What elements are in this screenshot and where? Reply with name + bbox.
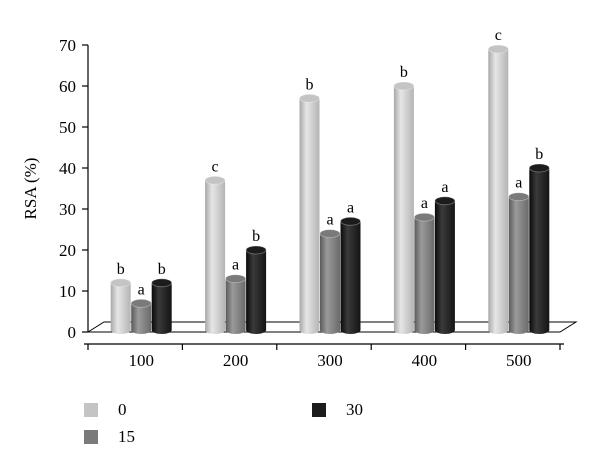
bar-group [110, 44, 550, 334]
bar-cap [151, 278, 173, 288]
significance-label: c [212, 158, 219, 175]
bar-body [151, 282, 172, 334]
bar-body [131, 303, 152, 334]
bar-15-500 [508, 192, 530, 334]
legend-swatch-0 [84, 403, 98, 417]
significance-label: b [306, 76, 314, 93]
bar-cap [225, 274, 247, 284]
bar-0-300 [299, 93, 320, 334]
bar-cap [204, 175, 226, 185]
bar-body [488, 49, 509, 334]
x-tick-label: 100 [128, 351, 154, 370]
bar-body [340, 221, 361, 334]
x-tick-label: 500 [506, 351, 532, 370]
significance-label: a [441, 179, 448, 196]
y-tick-label: 70 [59, 36, 76, 55]
bar-body [225, 278, 246, 334]
bar-body [434, 200, 455, 334]
y-tick-label: 60 [59, 77, 76, 96]
y-tick-label: 30 [59, 200, 76, 219]
bar-30-500 [528, 163, 550, 334]
bar-0-400 [393, 81, 415, 334]
bar-0-200 [204, 175, 226, 334]
bar-body [393, 86, 414, 334]
bar-0-100 [110, 278, 132, 334]
bar-cap [110, 278, 132, 288]
x-tick-label: 200 [223, 351, 249, 370]
y-tick-label: 10 [59, 282, 76, 301]
legend-label-2: 30 [346, 400, 363, 419]
bar-15-200 [225, 274, 247, 334]
significance-label: c [495, 27, 502, 44]
bar-30-100 [151, 278, 173, 334]
significance-label: b [158, 261, 166, 278]
significance-label: a [232, 257, 239, 274]
bar-cap [299, 93, 320, 103]
bar-0-500 [487, 44, 509, 334]
bar-cap [413, 212, 435, 222]
bar-cap [528, 163, 550, 173]
significance-label: b [117, 261, 125, 278]
bar-cap [393, 81, 415, 91]
significance-label: a [138, 281, 145, 298]
bar-15-100 [130, 298, 152, 334]
bar-body [320, 233, 340, 334]
labels: 0 10 20 30 40 50 60 70 RSA (%) 100 200 300 400 500 b c b… [21, 27, 543, 370]
significance-label: b [535, 146, 543, 163]
legend-item-2: 30 [312, 400, 363, 420]
bar-cap [340, 216, 361, 226]
y-tick-label: 50 [59, 118, 76, 137]
x-tick-label: 300 [317, 351, 343, 370]
legend-label-0: 0 [118, 400, 127, 419]
bar-30-400 [434, 196, 456, 334]
bar-cap [130, 298, 152, 308]
y-tick-label: 0 [68, 323, 77, 342]
legend-swatch-1 [84, 430, 98, 444]
significance-label: a [347, 199, 354, 216]
bar-cap [434, 196, 456, 206]
bar-cap [319, 229, 341, 239]
bar-body [529, 168, 550, 334]
bar-30-200 [245, 245, 267, 334]
bar-body [508, 196, 529, 334]
y-tick-label: 20 [59, 241, 76, 260]
significance-label: a [515, 175, 522, 192]
bar-body [246, 250, 267, 334]
y-tick-label: 40 [59, 159, 76, 178]
bar-body [110, 282, 131, 334]
significance-label: a [421, 195, 428, 212]
legend-label-1: 15 [118, 427, 135, 446]
legend-item-0: 0 [84, 400, 127, 420]
bar-body [414, 217, 435, 334]
x-tick-label: 400 [412, 351, 438, 370]
bar-body [299, 98, 320, 334]
bar-cap [487, 44, 509, 54]
significance-label: b [252, 228, 260, 245]
bar-15-300 [319, 229, 341, 334]
bar-15-400 [413, 212, 435, 334]
bar-body [205, 180, 226, 334]
y-axis-label: RSA (%) [21, 158, 40, 220]
legend-swatch-2 [312, 403, 326, 417]
legend-item-1: 15 [84, 427, 135, 447]
bar-cap [508, 192, 530, 202]
bar-30-300 [340, 216, 361, 334]
bar-cap [245, 245, 267, 255]
significance-label: a [326, 212, 333, 229]
significance-label: b [400, 64, 408, 81]
